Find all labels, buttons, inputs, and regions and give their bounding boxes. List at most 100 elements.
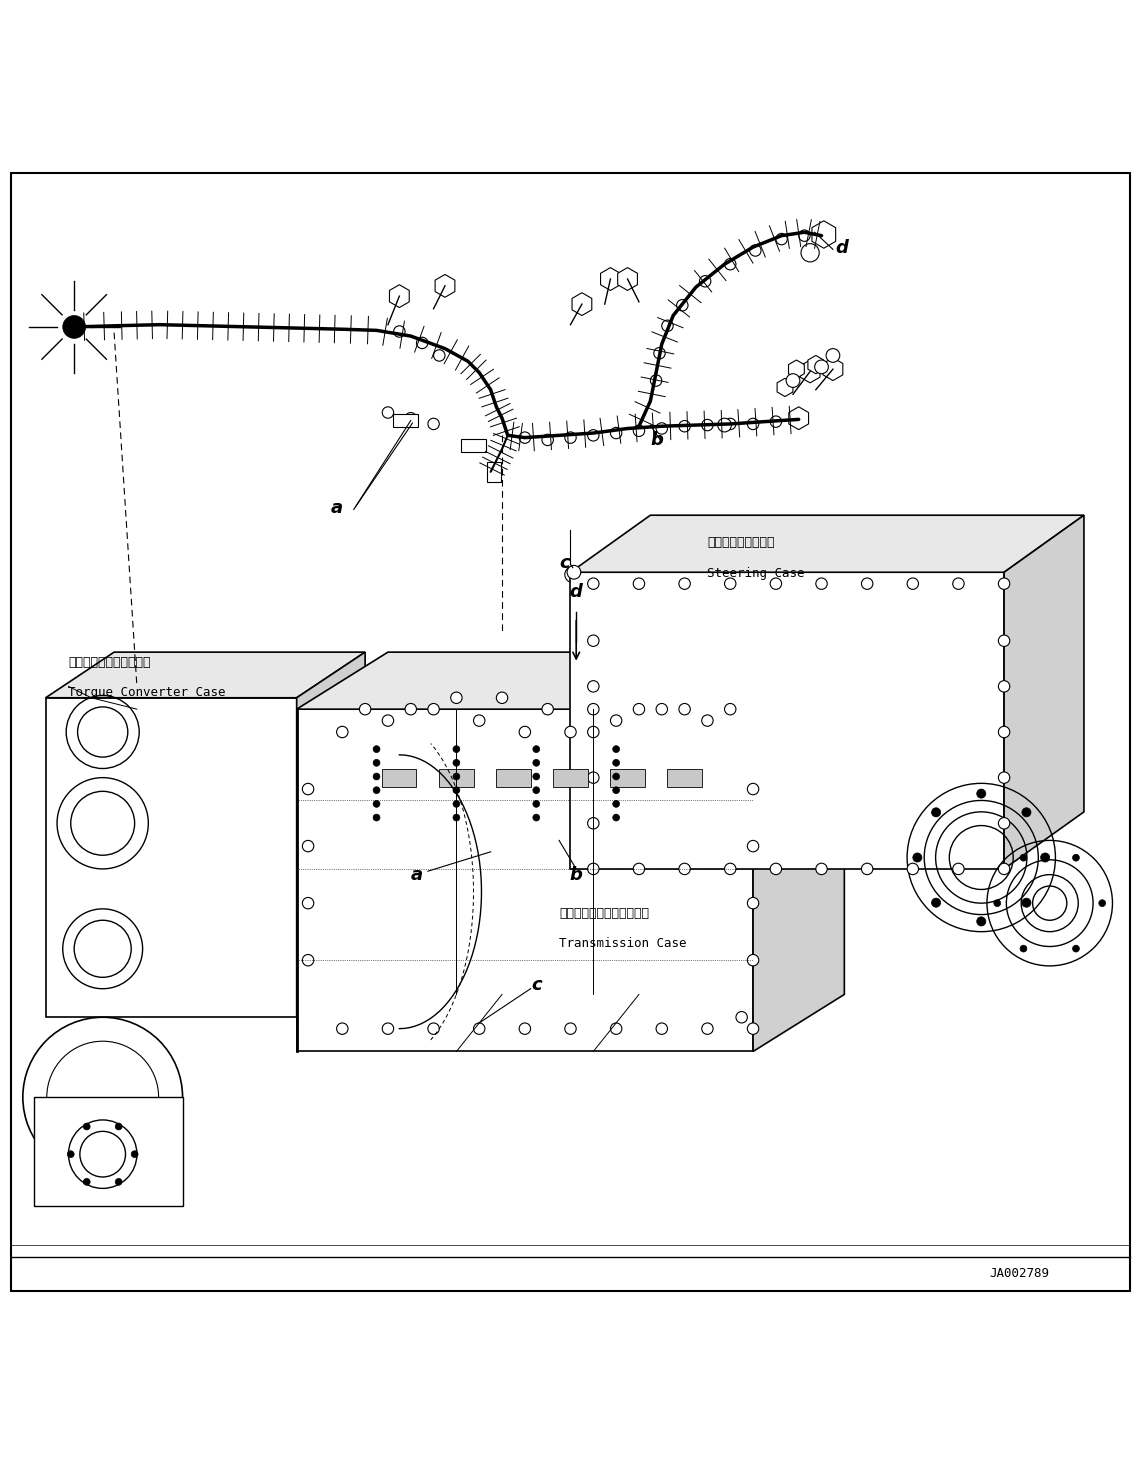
Circle shape <box>373 814 380 821</box>
Circle shape <box>998 635 1010 647</box>
Bar <box>393 414 418 427</box>
Circle shape <box>662 321 673 331</box>
Circle shape <box>373 745 380 752</box>
Circle shape <box>998 726 1010 738</box>
Circle shape <box>702 419 713 430</box>
Circle shape <box>826 348 840 362</box>
Text: a: a <box>411 865 422 884</box>
Circle shape <box>373 773 380 780</box>
Text: Torque Converter Case: Torque Converter Case <box>68 687 226 700</box>
Circle shape <box>861 864 873 874</box>
Polygon shape <box>46 651 365 698</box>
Circle shape <box>656 423 667 435</box>
Circle shape <box>519 1023 531 1035</box>
Circle shape <box>428 419 439 429</box>
Circle shape <box>931 808 940 817</box>
Circle shape <box>799 230 810 242</box>
Circle shape <box>474 1023 485 1035</box>
Circle shape <box>998 864 1010 874</box>
Circle shape <box>776 233 787 244</box>
Circle shape <box>382 714 394 726</box>
Circle shape <box>747 783 759 795</box>
Circle shape <box>588 704 599 714</box>
Circle shape <box>1020 855 1027 861</box>
Text: Steering Case: Steering Case <box>707 567 804 580</box>
Bar <box>496 769 531 786</box>
Polygon shape <box>570 572 1004 870</box>
Circle shape <box>702 714 713 726</box>
Circle shape <box>453 745 460 752</box>
Circle shape <box>747 897 759 909</box>
Circle shape <box>633 704 645 714</box>
Circle shape <box>977 916 986 925</box>
Circle shape <box>533 760 540 766</box>
Polygon shape <box>297 709 753 1051</box>
Circle shape <box>533 745 540 752</box>
Circle shape <box>382 1023 394 1035</box>
Circle shape <box>519 432 531 444</box>
Circle shape <box>613 786 620 793</box>
Circle shape <box>633 864 645 874</box>
Circle shape <box>815 360 828 373</box>
Bar <box>461 439 486 452</box>
Circle shape <box>736 1012 747 1023</box>
Circle shape <box>718 419 731 432</box>
Circle shape <box>428 704 439 714</box>
Circle shape <box>588 578 599 590</box>
Circle shape <box>861 578 873 590</box>
Polygon shape <box>297 651 365 1017</box>
Bar <box>382 769 416 786</box>
Circle shape <box>770 864 782 874</box>
Circle shape <box>816 578 827 590</box>
Circle shape <box>337 1023 348 1035</box>
Circle shape <box>567 565 581 580</box>
Circle shape <box>654 347 665 359</box>
Circle shape <box>747 955 759 966</box>
Circle shape <box>496 692 508 704</box>
Circle shape <box>725 704 736 714</box>
Circle shape <box>373 801 380 807</box>
Circle shape <box>565 432 576 444</box>
Circle shape <box>451 692 462 704</box>
Circle shape <box>588 726 599 738</box>
Circle shape <box>613 745 620 752</box>
Circle shape <box>650 375 662 386</box>
Circle shape <box>1022 808 1031 817</box>
Circle shape <box>588 864 599 874</box>
Bar <box>553 769 588 786</box>
Circle shape <box>770 416 782 427</box>
Circle shape <box>405 704 416 714</box>
Circle shape <box>453 801 460 807</box>
Circle shape <box>679 864 690 874</box>
Circle shape <box>656 704 667 714</box>
Circle shape <box>725 864 736 874</box>
Circle shape <box>83 1123 90 1130</box>
Circle shape <box>931 897 940 908</box>
Circle shape <box>656 1023 667 1035</box>
Polygon shape <box>753 651 844 1051</box>
Circle shape <box>633 578 645 590</box>
Circle shape <box>453 773 460 780</box>
Circle shape <box>613 773 620 780</box>
Text: トルクコンバータケース: トルクコンバータケース <box>68 656 151 669</box>
Polygon shape <box>570 515 1084 572</box>
Circle shape <box>1099 900 1106 906</box>
Bar <box>34 1097 183 1205</box>
Circle shape <box>565 1023 576 1035</box>
Polygon shape <box>823 357 843 381</box>
Circle shape <box>453 814 460 821</box>
Circle shape <box>302 783 314 795</box>
Circle shape <box>588 429 599 441</box>
Circle shape <box>67 1151 74 1158</box>
Circle shape <box>533 814 540 821</box>
Polygon shape <box>600 268 621 290</box>
Circle shape <box>453 760 460 766</box>
Circle shape <box>565 567 581 583</box>
Polygon shape <box>46 698 297 1017</box>
Bar <box>610 769 645 786</box>
Circle shape <box>801 243 819 262</box>
Bar <box>487 461 501 482</box>
Circle shape <box>610 427 622 439</box>
Circle shape <box>725 259 736 269</box>
Bar <box>439 769 474 786</box>
